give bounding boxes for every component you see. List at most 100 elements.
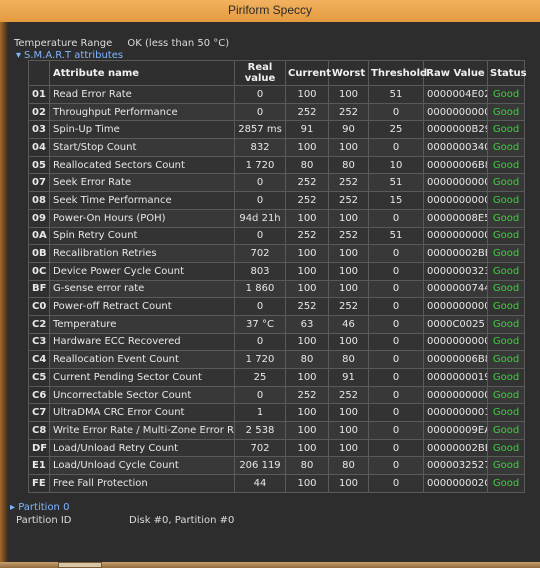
attr-current: 80: [285, 155, 329, 175]
table-row[interactable]: 0C Device Power Cycle Count 803 100 100 0 0000…: [28, 261, 525, 281]
table-row[interactable]: FE Free Fall Protection 44 100 100 0 000000002…: [28, 474, 525, 493]
attr-threshold: 0: [368, 314, 424, 334]
attr-worst: 91: [328, 368, 369, 387]
attr-current: 252: [285, 102, 329, 122]
attr-real-value: 702: [234, 438, 286, 458]
col-header-attribute-name[interactable]: Attribute name: [49, 60, 235, 86]
attr-id: 09: [28, 208, 50, 228]
attr-threshold: 10: [368, 155, 424, 175]
attr-raw-value: 0000000000: [423, 191, 488, 210]
table-row[interactable]: C6 Uncorrectable Sector Count 0 252 252 0 0000…: [28, 385, 525, 405]
attr-id: C6: [28, 385, 50, 405]
expand-triangle-icon: ▸: [10, 502, 16, 513]
attr-current: 100: [285, 261, 329, 281]
attr-threshold: 51: [368, 173, 424, 193]
attr-id: E1: [28, 456, 50, 476]
attr-name: Load/Unload Retry Count: [49, 438, 235, 458]
col-header-real-value[interactable]: Real value: [234, 60, 286, 86]
attr-status: Good: [487, 474, 525, 493]
attr-real-value: 0: [234, 102, 286, 122]
attr-raw-value: 00000006B8: [423, 155, 488, 175]
attr-id: C8: [28, 421, 50, 440]
attr-id: C7: [28, 403, 50, 423]
attr-status: Good: [487, 120, 525, 140]
attr-raw-value: 0000000340: [423, 138, 488, 157]
attr-threshold: 0: [368, 138, 424, 157]
attr-current: 80: [285, 456, 329, 476]
col-header-threshold[interactable]: Threshold: [368, 60, 427, 86]
attr-name: Seek Error Rate: [49, 173, 235, 193]
attr-status: Good: [487, 368, 525, 387]
table-row[interactable]: 08 Seek Time Performance 0 252 252 15 00000000…: [28, 191, 525, 210]
attr-worst: 100: [328, 138, 369, 157]
table-row[interactable]: E1 Load/Unload Cycle Count 206 119 80 80 0 000…: [28, 456, 525, 476]
attr-threshold: 0: [368, 438, 424, 458]
attr-name: G-sense error rate: [49, 279, 235, 299]
attr-id: 01: [28, 85, 50, 104]
attr-current: 100: [285, 85, 329, 104]
table-row[interactable]: 03 Spin-Up Time 2857 ms 91 90 25 0000000B29 Goo…: [28, 120, 525, 140]
table-row[interactable]: 01 Read Error Rate 0 100 100 51 0000004E02 Good: [28, 85, 525, 104]
col-header-status[interactable]: Status: [487, 60, 527, 86]
main-panel: Temperature Range OK (less than 50 °C) ▾…: [8, 22, 540, 568]
table-row[interactable]: 0A Spin Retry Count 0 252 252 51 0000000000 Goo…: [28, 226, 525, 246]
attr-current: 63: [285, 314, 329, 334]
attr-current: 100: [285, 279, 329, 299]
attr-raw-value: 00000009EA: [423, 421, 488, 440]
attr-name: Hardware ECC Recovered: [49, 332, 235, 352]
attr-worst: 90: [328, 120, 369, 140]
taskbar-button[interactable]: [58, 562, 102, 568]
attr-status: Good: [487, 173, 525, 193]
table-row[interactable]: C5 Current Pending Sector Count 25 100 91 0 00…: [28, 368, 525, 387]
attr-real-value: 702: [234, 244, 286, 263]
table-row[interactable]: 02 Throughput Performance 0 252 252 0 00000000…: [28, 102, 525, 122]
attr-real-value: 206 119: [234, 456, 286, 476]
attr-threshold: 0: [368, 385, 424, 405]
window-titlebar[interactable]: Piriform Speccy: [0, 0, 540, 23]
table-row[interactable]: BF G-sense error rate 1 860 100 100 0 00000007…: [28, 279, 525, 299]
attr-id: BF: [28, 279, 50, 299]
attr-raw-value: 0000000000: [423, 173, 488, 193]
col-header-worst[interactable]: Worst: [328, 60, 369, 86]
table-row[interactable]: C7 UltraDMA CRC Error Count 1 100 100 0 000000…: [28, 403, 525, 423]
table-row[interactable]: C3 Hardware ECC Recovered 0 100 100 0 00000000…: [28, 332, 525, 352]
col-header-current[interactable]: Current: [285, 60, 331, 86]
table-row[interactable]: 09 Power-On Hours (POH) 94d 21h 100 100 0 0000…: [28, 208, 525, 228]
col-header-id: [28, 60, 50, 86]
table-row[interactable]: DF Load/Unload Retry Count 702 100 100 0 00000…: [28, 438, 525, 458]
attr-real-value: 0: [234, 191, 286, 210]
smart-attributes-toggle[interactable]: ▾ S.M.A.R.T attributes: [16, 50, 123, 61]
table-row[interactable]: 0B Recalibration Retries 702 100 100 0 0000000…: [28, 244, 525, 263]
attr-id: C5: [28, 368, 50, 387]
attr-id: 08: [28, 191, 50, 210]
partition-toggle-label: Partition 0: [18, 502, 70, 513]
table-row[interactable]: 05 Reallocated Sectors Count 1 720 80 80 10 00…: [28, 155, 525, 175]
table-row[interactable]: C2 Temperature 37 °C 63 46 0 0000C0025 Good: [28, 314, 525, 334]
partition-toggle[interactable]: ▸ Partition 0: [10, 502, 69, 513]
attr-name: Spin Retry Count: [49, 226, 235, 246]
table-row[interactable]: C4 Reallocation Event Count 1 720 80 80 0 0000…: [28, 350, 525, 369]
table-row[interactable]: 07 Seek Error Rate 0 252 252 51 0000000000 Good: [28, 173, 525, 193]
attr-name: Write Error Rate / Multi-Zone Error Rate: [49, 421, 235, 440]
attr-id: C3: [28, 332, 50, 352]
attr-threshold: 0: [368, 208, 424, 228]
table-row[interactable]: C0 Power-off Retract Count 0 252 252 0 0000000…: [28, 297, 525, 316]
attr-worst: 100: [328, 261, 369, 281]
attr-threshold: 15: [368, 191, 424, 210]
attr-status: Good: [487, 226, 525, 246]
attr-id: 07: [28, 173, 50, 193]
attr-name: Spin-Up Time: [49, 120, 235, 140]
table-row[interactable]: C8 Write Error Rate / Multi-Zone Error Ra…: [28, 421, 525, 440]
table-row[interactable]: 04 Start/Stop Count 832 100 100 0 0000000340 Go…: [28, 138, 525, 157]
attr-id: C0: [28, 297, 50, 316]
col-header-raw-value[interactable]: Raw Value: [423, 60, 488, 86]
attr-worst: 80: [328, 155, 369, 175]
attr-status: Good: [487, 456, 525, 476]
attr-id: 04: [28, 138, 50, 157]
window-title: Piriform Speccy: [227, 3, 313, 17]
attr-threshold: 0: [368, 456, 424, 476]
attr-id: 0B: [28, 244, 50, 263]
attr-worst: 100: [328, 474, 369, 493]
attr-status: Good: [487, 244, 525, 263]
attr-worst: 100: [328, 279, 369, 299]
